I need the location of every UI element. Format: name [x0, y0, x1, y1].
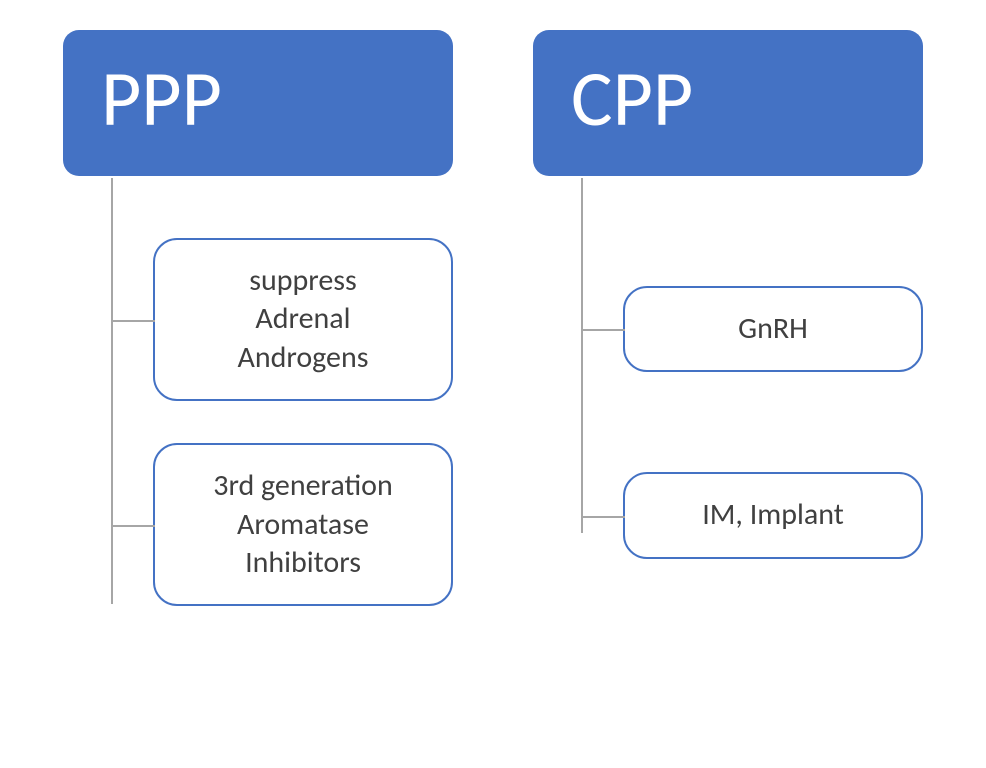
column-cpp: CPP GnRH IM, Implant [533, 30, 923, 559]
connector-horizontal [113, 525, 155, 527]
child-label: suppress Adrenal Androgens [238, 262, 369, 377]
child-im-implant: IM, Implant [623, 472, 923, 558]
connector-horizontal [113, 320, 155, 322]
child-suppress-adrenal: suppress Adrenal Androgens [153, 238, 453, 401]
header-ppp: PPP [63, 30, 453, 176]
tree-diagram: PPP suppress Adrenal Androgens 3rd gener… [63, 30, 923, 606]
connector-vertical [111, 178, 113, 604]
header-label: PPP [101, 51, 222, 146]
connector-horizontal [583, 516, 625, 518]
child-label: GnRH [738, 310, 808, 348]
connector-horizontal [583, 329, 625, 331]
child-aromatase-inhibitors: 3rd generation Aromatase Inhibitors [153, 443, 453, 606]
connector-vertical [581, 178, 583, 533]
column-ppp: PPP suppress Adrenal Androgens 3rd gener… [63, 30, 453, 606]
child-label: 3rd generation Aromatase Inhibitors [213, 467, 393, 582]
child-gnrh: GnRH [623, 286, 923, 372]
child-label: IM, Implant [702, 496, 844, 534]
header-cpp: CPP [533, 30, 923, 176]
children-ppp: suppress Adrenal Androgens 3rd generatio… [153, 238, 453, 606]
header-label: CPP [571, 51, 693, 146]
children-cpp: GnRH IM, Implant [623, 286, 923, 559]
